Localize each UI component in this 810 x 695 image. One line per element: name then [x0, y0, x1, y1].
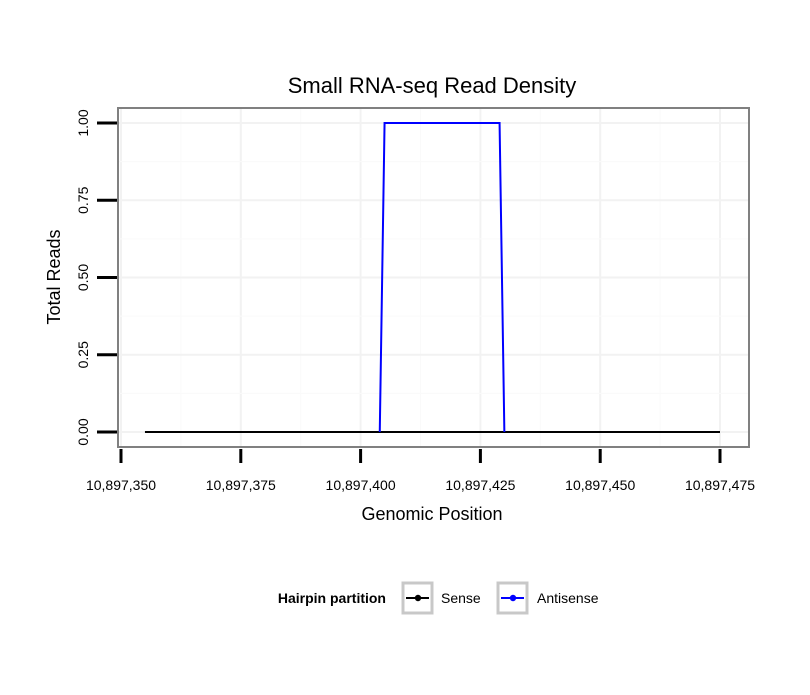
chart-title: Small RNA-seq Read Density — [288, 73, 577, 98]
series-line-antisense — [378, 122, 506, 433]
x-tick-label: 10,897,350 — [86, 477, 156, 493]
y-tick-label: 0.00 — [75, 418, 91, 445]
plot-border — [117, 107, 750, 448]
x-tick-label: 10,897,475 — [685, 477, 755, 493]
x-tick-label: 10,897,450 — [565, 477, 635, 493]
y-axis-label: Total Reads — [44, 229, 64, 324]
x-axis: 10,897,350 10,897,375 10,897,400 10,897,425… — [86, 449, 755, 493]
series-lines — [144, 122, 720, 433]
plot-area — [117, 107, 750, 448]
y-tick-label: 0.75 — [75, 186, 91, 213]
legend-marker-sense — [414, 594, 422, 602]
legend-label-antisense: Antisense — [537, 590, 599, 606]
x-tick-label: 10,897,425 — [445, 477, 515, 493]
y-tick-label: 0.25 — [75, 341, 91, 368]
legend-title: Hairpin partition — [278, 590, 386, 606]
x-tick-label: 10,897,400 — [326, 477, 396, 493]
x-axis-label: Genomic Position — [361, 504, 502, 524]
y-tick-label: 1.00 — [75, 109, 91, 136]
x-tick-label: 10,897,375 — [206, 477, 276, 493]
legend-label-sense: Sense — [441, 590, 481, 606]
y-axis: 0.00 0.25 0.50 0.75 1.00 — [75, 109, 117, 446]
legend-marker-antisense — [509, 594, 517, 602]
y-tick-label: 0.50 — [75, 264, 91, 291]
legend-item-antisense: Antisense — [496, 581, 599, 615]
legend: Hairpin partition Sense Antisense — [278, 581, 599, 615]
legend-item-sense: Sense — [401, 581, 481, 615]
